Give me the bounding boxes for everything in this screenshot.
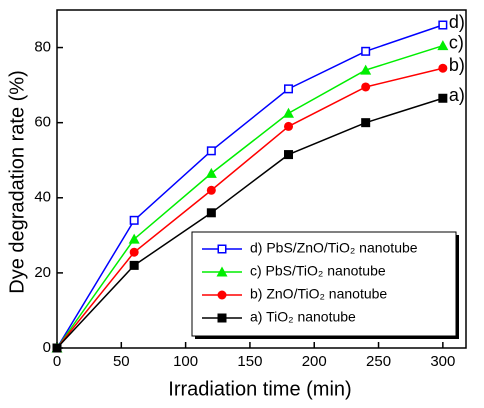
- marker: [438, 93, 448, 103]
- marker: [129, 215, 139, 225]
- end-label: d): [449, 12, 465, 32]
- series-line: [56, 67, 444, 349]
- x-axis-label: Irradiation time (min): [168, 378, 351, 400]
- marker: [284, 84, 294, 94]
- y-tick-label: 80: [34, 39, 51, 56]
- marker: [361, 46, 371, 56]
- x-tick-label: 100: [173, 353, 198, 370]
- x-tick-label: 150: [237, 353, 262, 370]
- marker: [284, 150, 294, 160]
- marker: [361, 82, 371, 92]
- marker: [206, 185, 216, 195]
- x-tick-label: 300: [430, 353, 455, 370]
- end-label: b): [449, 55, 465, 75]
- plot-frame: [56, 9, 467, 349]
- marker: [438, 63, 448, 73]
- marker: [437, 40, 449, 51]
- y-tick-label: 60: [34, 114, 51, 131]
- x-tick-label: 200: [302, 353, 327, 370]
- marker: [361, 118, 371, 128]
- marker: [129, 247, 139, 257]
- legend-marker: [217, 313, 227, 323]
- end-label: c): [449, 32, 464, 52]
- legend-label: a) TiO₂ nanotube: [250, 309, 356, 325]
- marker: [438, 20, 448, 30]
- y-tick-label: 0: [43, 339, 51, 356]
- marker: [206, 208, 216, 218]
- legend-marker: [217, 244, 227, 254]
- x-tick-label: 50: [113, 353, 130, 370]
- marker: [129, 260, 139, 270]
- y-tick-label: 40: [34, 189, 51, 206]
- series-line: [56, 24, 444, 349]
- legend-label: d) PbS/ZnO/TiO₂ nanotube: [250, 240, 418, 256]
- marker: [128, 233, 140, 244]
- legend-marker: [216, 266, 228, 277]
- marker: [52, 343, 62, 353]
- end-label: a): [449, 85, 465, 105]
- marker: [283, 107, 295, 118]
- legend-label: b) ZnO/TiO₂ nanotube: [250, 286, 387, 302]
- series-line: [56, 97, 444, 349]
- marker: [205, 167, 217, 178]
- legend-label: c) PbS/TiO₂ nanotube: [250, 263, 386, 279]
- x-tick-label: 0: [53, 353, 61, 370]
- y-tick-label: 20: [34, 264, 51, 281]
- marker: [284, 121, 294, 131]
- y-axis-label: Dye degradation rate (%): [6, 70, 28, 293]
- marker: [360, 64, 372, 75]
- series-line: [56, 44, 444, 349]
- legend-marker: [217, 290, 227, 300]
- marker: [206, 146, 216, 156]
- x-tick-label: 250: [366, 353, 391, 370]
